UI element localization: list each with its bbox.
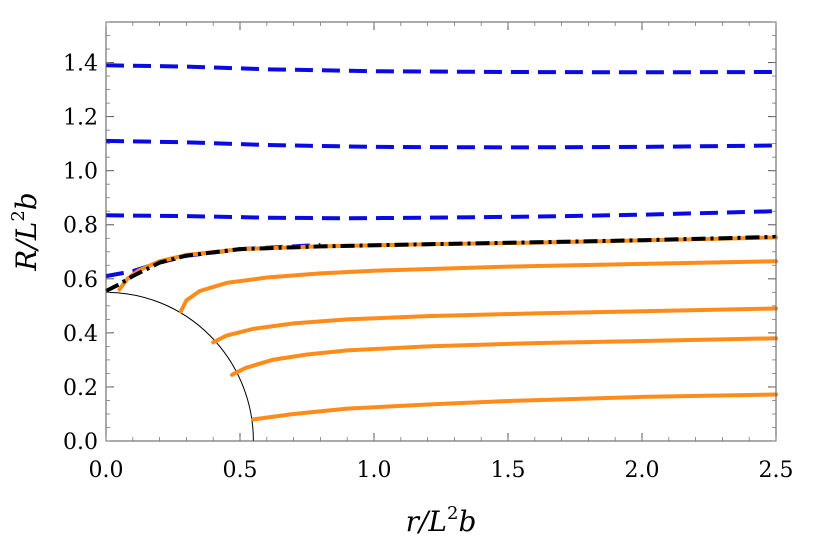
x-tick-label: 1.5 <box>491 458 526 483</box>
solid-curve-6 <box>179 259 778 314</box>
x-axis-title: r/L2b <box>406 503 477 538</box>
horizon-region <box>105 291 254 442</box>
solid-curve-7 <box>211 306 778 345</box>
solid-curve-9 <box>251 392 778 422</box>
x-tick-label: 2.5 <box>759 458 794 483</box>
y-axis-title: R/L2b <box>8 192 43 272</box>
critical-curve-10 <box>105 234 777 293</box>
dashed-curve-1 <box>105 63 777 75</box>
y-tick-label: 0.4 <box>63 322 98 347</box>
horizon-fill <box>106 292 254 441</box>
y-tick-label: 0.6 <box>63 268 98 293</box>
y-tick-label: 1.2 <box>63 106 98 131</box>
plot-frame <box>105 21 777 442</box>
x-tick-label: 0.0 <box>89 458 124 483</box>
series-layer <box>105 63 778 422</box>
y-tick-label: 0.8 <box>63 214 98 239</box>
x-tick-label: 0.5 <box>223 458 258 483</box>
y-tick-label: 0.0 <box>63 430 98 455</box>
dashed-curve-2 <box>105 138 777 150</box>
ticks-layer <box>105 21 777 442</box>
y-tick-label: 1.4 <box>63 52 98 77</box>
solid-curve-8 <box>230 336 778 377</box>
x-tick-label: 1.0 <box>357 458 392 483</box>
x-tick-label: 2.0 <box>625 458 660 483</box>
horizon-arc <box>105 291 254 442</box>
dashed-curve-3 <box>105 209 777 221</box>
y-tick-label: 0.2 <box>63 376 98 401</box>
labels-layer: 0.0 0.5 1.0 1.5 2.0 2.5 0.0 0.2 0.4 0.6 0.8 1.0 1.2 1… <box>63 52 794 483</box>
y-tick-label: 1.0 <box>63 160 98 185</box>
